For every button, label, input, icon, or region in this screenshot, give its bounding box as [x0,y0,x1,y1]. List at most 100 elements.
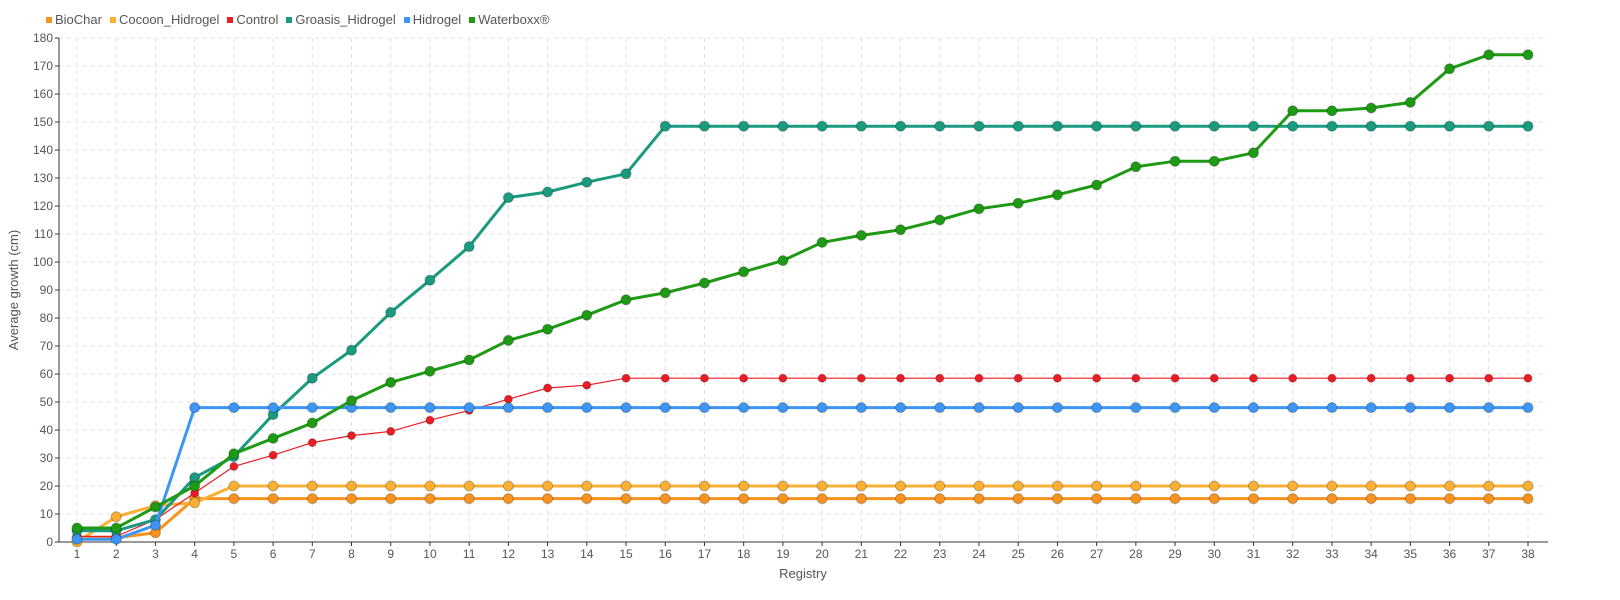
x-tick-label: 33 [1325,547,1339,561]
series-groasis-hidrogel [71,120,1534,537]
data-point [1130,120,1142,132]
data-point [1170,373,1180,383]
x-tick-label: 28 [1129,547,1143,561]
data-point [1169,155,1181,167]
data-point [307,438,317,448]
data-point [1483,120,1495,132]
y-tick-label: 70 [40,339,54,353]
data-point [1326,402,1338,414]
data-point [855,402,867,414]
data-point [1522,120,1534,132]
legend-label: Hidrogel [412,12,462,27]
data-point [1013,373,1023,383]
data-point [346,395,358,407]
data-point [267,432,279,444]
data-point [502,334,514,346]
data-point [777,480,789,492]
y-tick-label: 100 [33,255,53,269]
data-point [1247,402,1259,414]
data-point [934,214,946,226]
series-biochar [71,493,1534,544]
legend-item[interactable]: Waterboxx® [469,12,549,27]
data-point [71,533,83,545]
data-point [1522,480,1534,492]
y-tick-label: 40 [40,423,54,437]
data-point [463,241,475,253]
data-point [1247,147,1259,159]
data-point [974,373,984,383]
x-tick-label: 13 [541,547,555,561]
data-point [268,450,278,460]
data-point [895,480,907,492]
data-point [1051,480,1063,492]
data-point [424,274,436,286]
data-point [543,383,553,393]
data-point [1483,493,1495,505]
data-point [816,236,828,248]
x-tick-label: 25 [1012,547,1026,561]
legend-label: Cocoon_Hidrogel [118,12,220,27]
x-tick-label: 9 [387,547,394,561]
data-point [306,493,318,505]
data-point [1405,373,1415,383]
data-point [385,493,397,505]
data-point [856,373,866,383]
data-point [1208,493,1220,505]
legend-item[interactable]: Hidrogel [403,12,462,27]
data-point [1130,493,1142,505]
data-point [1248,373,1258,383]
data-point [1091,402,1103,414]
x-tick-label: 29 [1168,547,1182,561]
data-point [1051,189,1063,201]
data-point [1208,155,1220,167]
data-point [581,176,593,188]
data-point [816,120,828,132]
series-cocoon-hidrogel [71,480,1534,548]
data-point [1365,402,1377,414]
legend-item[interactable]: Control [227,12,278,27]
data-point [659,480,671,492]
x-tick-label: 23 [933,547,947,561]
legend-item[interactable]: Groasis_Hidrogel [286,12,396,27]
grid [59,37,1548,542]
legend-item[interactable]: Cocoon_Hidrogel [109,12,220,27]
data-point [424,493,436,505]
data-point [228,493,240,505]
data-point [973,402,985,414]
x-tick-label: 17 [698,547,712,561]
chart-legend: BioChar Cocoon_Hidrogel Control Groasis_Hid… [46,12,549,27]
data-point [1287,480,1299,492]
x-tick-label: 10 [423,547,437,561]
data-point [1326,493,1338,505]
y-tick-label: 50 [40,395,54,409]
data-point [660,373,670,383]
data-point [934,120,946,132]
data-point [542,323,554,335]
data-point [777,402,789,414]
data-point [934,480,946,492]
legend-label: Groasis_Hidrogel [295,12,396,27]
data-point [1483,480,1495,492]
data-point [1247,480,1259,492]
y-tick-label: 10 [40,507,54,521]
data-point [110,522,122,534]
data-point [542,480,554,492]
data-point [620,493,632,505]
data-point [1091,480,1103,492]
y-tick-label: 170 [33,59,53,73]
data-point [935,373,945,383]
data-point [267,402,279,414]
y-tick-label: 180 [33,31,53,45]
data-point [1365,493,1377,505]
x-tick-label: 21 [855,547,869,561]
data-point [542,186,554,198]
legend-item[interactable]: BioChar [46,12,102,27]
data-point [659,120,671,132]
legend-swatch [469,16,476,23]
data-point [502,192,514,204]
data-point [1444,120,1456,132]
data-point [581,309,593,321]
data-point [1287,493,1299,505]
data-point [1208,402,1220,414]
data-point [934,493,946,505]
